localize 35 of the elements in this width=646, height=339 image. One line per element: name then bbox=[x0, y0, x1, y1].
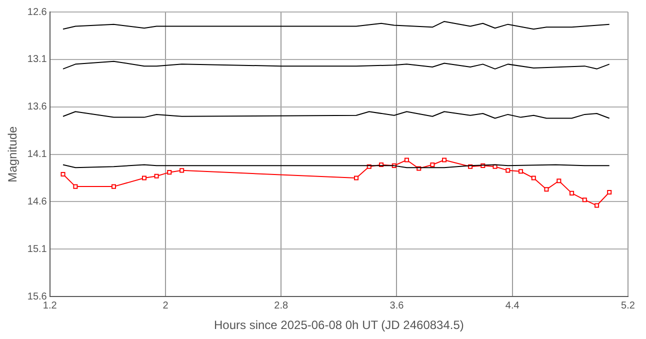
point bbox=[167, 170, 172, 175]
point bbox=[531, 176, 536, 180]
point bbox=[442, 158, 447, 162]
point bbox=[430, 162, 435, 168]
point bbox=[73, 184, 78, 189]
point bbox=[556, 178, 562, 184]
y-tick-label: 13.1 bbox=[27, 54, 48, 66]
point bbox=[518, 169, 524, 174]
x-axis-title: Hours since 2025-06-08 0h UT (JD 2460834.5) bbox=[214, 318, 464, 332]
point bbox=[607, 190, 612, 195]
point bbox=[154, 174, 159, 178]
point bbox=[142, 176, 147, 180]
point bbox=[111, 184, 116, 189]
y-tick-label: 12.6 bbox=[27, 6, 48, 18]
y-tick-label: 14.1 bbox=[27, 149, 48, 160]
point bbox=[594, 203, 600, 208]
point bbox=[506, 168, 510, 173]
x-tick-label: 2.8 bbox=[274, 300, 289, 312]
y-tick-label: 14.6 bbox=[27, 196, 48, 208]
x-tick-label: 4.4 bbox=[505, 300, 520, 312]
x-tick-label: 3.6 bbox=[390, 300, 404, 312]
y-tick-label: 15.1 bbox=[27, 244, 48, 255]
point bbox=[404, 158, 409, 162]
point bbox=[544, 187, 549, 192]
x-tick-label: 2 bbox=[162, 300, 169, 312]
x-tick-label: 5.2 bbox=[621, 300, 636, 312]
y-tick-label: 13.6 bbox=[27, 102, 48, 113]
y-axis-title: Magnitude bbox=[6, 126, 20, 182]
point bbox=[180, 168, 184, 173]
x-tick-label: 1.2 bbox=[42, 300, 58, 312]
point bbox=[582, 198, 587, 202]
point bbox=[60, 172, 66, 176]
point bbox=[570, 190, 574, 196]
point bbox=[354, 176, 359, 180]
y-tick-label: 15.6 bbox=[27, 291, 48, 302]
